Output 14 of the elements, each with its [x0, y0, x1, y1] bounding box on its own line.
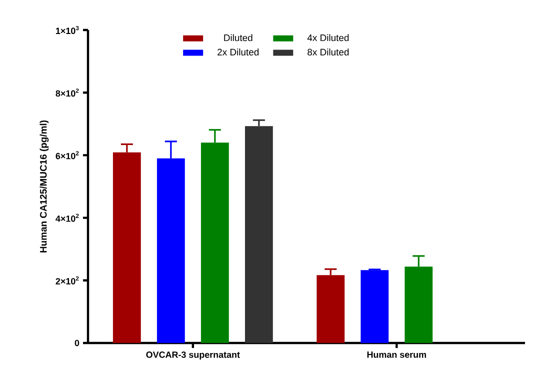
legend-label: Diluted: [224, 34, 252, 42]
y-tick-label: 4×10$^{2}$: [56, 214, 79, 222]
x-tick-label: Human serum: [367, 352, 426, 358]
x-tick-label: OVCAR-3 supernatant: [146, 352, 240, 360]
legend-label: 2x Diluted: [218, 48, 259, 56]
bar: [360, 270, 389, 343]
legend-label: 8x Diluted: [308, 48, 349, 56]
y-tick-label: 6×10$^{2}$: [56, 151, 79, 160]
legend-label: 4x Diluted: [307, 34, 349, 42]
y-tick-label: 0: [74, 340, 80, 346]
y-axis-title: Human CA125/MUC16 (pg/ml): [40, 120, 49, 252]
y-tick-label: 2×10$^{2}$: [56, 276, 79, 284]
y-tick-label: 8×10$^{2}$: [56, 88, 79, 97]
y-tick-label: 1×10$^{3}$: [56, 26, 79, 34]
